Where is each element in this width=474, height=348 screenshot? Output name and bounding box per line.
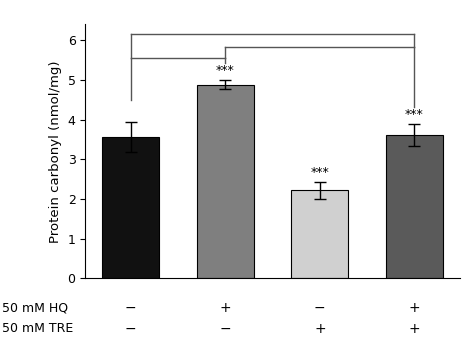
Text: +: +: [314, 322, 326, 336]
Y-axis label: Protein carbonyl (nmol/mg): Protein carbonyl (nmol/mg): [49, 60, 62, 243]
Text: +: +: [409, 301, 420, 315]
Text: ***: ***: [405, 108, 424, 121]
Text: −: −: [314, 301, 326, 315]
Text: 50 mM HQ: 50 mM HQ: [2, 301, 69, 315]
Bar: [386, 135, 443, 278]
Text: −: −: [125, 301, 137, 315]
Text: ***: ***: [310, 166, 329, 179]
Text: −: −: [219, 322, 231, 336]
Text: ***: ***: [216, 64, 235, 77]
Text: −: −: [125, 322, 137, 336]
Text: +: +: [219, 301, 231, 315]
Text: +: +: [409, 322, 420, 336]
Bar: [102, 137, 159, 278]
Bar: [292, 190, 348, 278]
Text: 50 mM TRE: 50 mM TRE: [2, 322, 73, 335]
Bar: [197, 85, 254, 278]
